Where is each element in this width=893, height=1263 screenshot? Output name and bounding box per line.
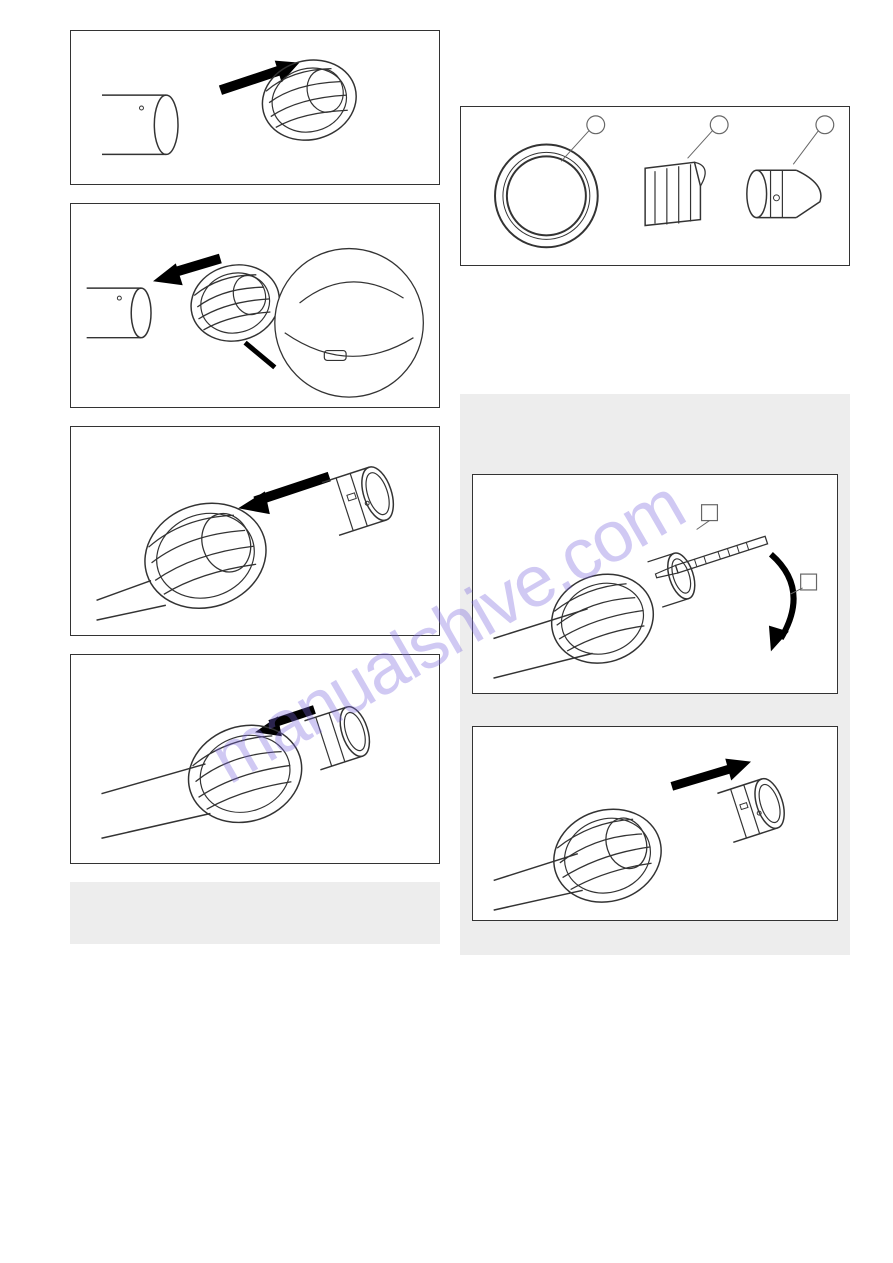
- figure-components: [460, 106, 850, 266]
- step-intro: [472, 414, 838, 464]
- figure-lever-screwdriver: [472, 474, 838, 694]
- right-column: [460, 30, 850, 955]
- figure-valve-remove: [472, 726, 838, 921]
- left-column: [70, 30, 440, 944]
- manual-page: manualshive.com: [0, 0, 893, 1263]
- left-note-box: [70, 882, 440, 944]
- figure-assembled-valve: [70, 654, 440, 864]
- right-instruction-panel: [460, 394, 850, 955]
- figure-tube-cage-attach: [70, 30, 440, 185]
- figure-tube-cage-detach-detail: [70, 203, 440, 408]
- figure-valve-insert: [70, 426, 440, 636]
